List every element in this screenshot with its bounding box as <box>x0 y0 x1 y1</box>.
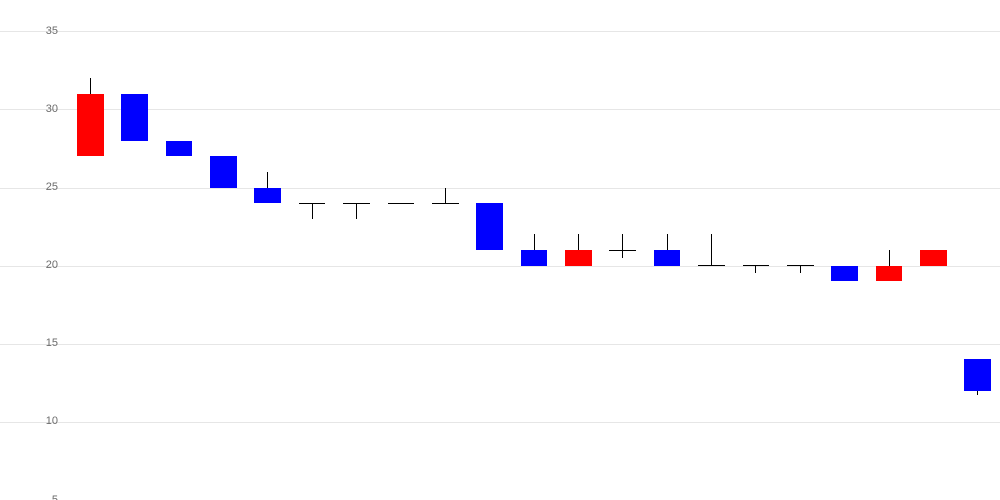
candle-wick <box>356 203 357 219</box>
candle-body <box>476 203 503 250</box>
candle-wick <box>622 234 623 257</box>
candle-body <box>787 265 814 266</box>
y-axis-label: 25 <box>0 182 58 193</box>
y-axis-label: 5 <box>0 495 58 500</box>
gridline <box>0 31 1000 32</box>
y-axis-label: 30 <box>0 104 58 115</box>
candle-body <box>210 156 237 187</box>
gridline <box>0 188 1000 189</box>
candle-body <box>521 250 548 266</box>
gridline <box>0 109 1000 110</box>
candle-body <box>698 265 725 266</box>
candle-wick <box>755 266 756 274</box>
candle-body <box>654 250 681 266</box>
candle-body <box>121 94 148 141</box>
gridline <box>0 344 1000 345</box>
candle-body <box>609 250 636 251</box>
y-axis-label: 35 <box>0 26 58 37</box>
candle-body <box>388 203 415 204</box>
gridline <box>0 422 1000 423</box>
candle-body <box>432 203 459 204</box>
candle-body <box>876 266 903 282</box>
candle-wick <box>312 203 313 219</box>
candle-body <box>77 94 104 157</box>
y-axis-label: 15 <box>0 338 58 349</box>
candle-body <box>166 141 193 157</box>
candle-wick <box>711 234 712 265</box>
candle-body <box>343 203 370 204</box>
candle-wick <box>800 266 801 274</box>
candle-body <box>831 266 858 282</box>
candle-body <box>299 203 326 204</box>
candle-body <box>920 250 947 266</box>
candle-body <box>565 250 592 266</box>
candle-body <box>743 265 770 266</box>
candle-body <box>964 359 991 390</box>
y-axis-label: 10 <box>0 416 58 427</box>
candle-body <box>254 188 281 204</box>
candle-wick <box>445 188 446 204</box>
y-axis-label: 20 <box>0 260 58 271</box>
candlestick-chart: 5 10 15 20 25 30 35 <box>0 0 1000 500</box>
